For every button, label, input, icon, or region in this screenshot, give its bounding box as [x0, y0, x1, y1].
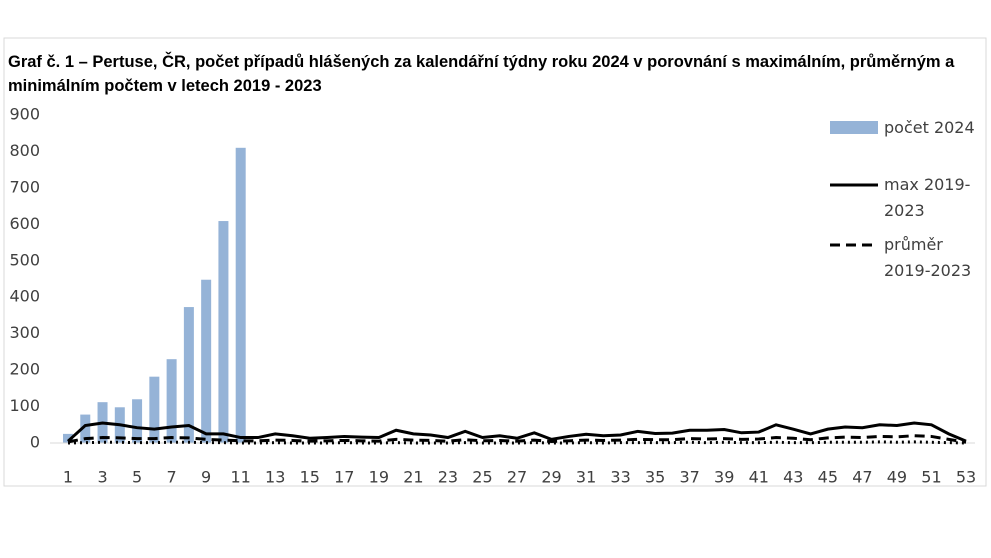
bar [132, 399, 143, 443]
bar [149, 376, 160, 443]
x-tick-label: 9 [201, 468, 211, 487]
x-tick-label: 15 [300, 468, 320, 487]
x-tick-label: 21 [403, 468, 423, 487]
x-tick-label: 39 [714, 468, 734, 487]
bar [235, 147, 246, 444]
y-tick-label: 200 [9, 360, 40, 379]
x-tick-label: 1 [63, 468, 73, 487]
x-tick-label: 51 [921, 468, 941, 487]
bar [183, 307, 194, 443]
x-tick-label: 53 [956, 468, 976, 487]
chart-border [3, 37, 987, 487]
x-tick-label: 13 [265, 468, 285, 487]
x-tick-label: 31 [576, 468, 596, 487]
x-tick-label: 49 [887, 468, 907, 487]
line [66, 421, 967, 443]
y-tick-label: 700 [9, 177, 40, 196]
x-tick-label: 23 [438, 468, 458, 487]
x-tick-label: 25 [472, 468, 492, 487]
y-tick-label: 100 [9, 396, 40, 415]
bar [63, 433, 73, 443]
legend-label: průměr 2019-2023 [884, 235, 972, 280]
x-tick-label: 29 [541, 468, 561, 487]
legend-label: max 2019-2023 [884, 175, 971, 220]
y-tick-label: 900 [9, 105, 40, 124]
x-tick-label: 11 [231, 468, 251, 487]
x-tick-label: 33 [610, 468, 630, 487]
x-tick-label: 47 [852, 468, 872, 487]
y-tick-label: 400 [9, 287, 40, 306]
bar [80, 414, 91, 443]
bar [218, 221, 229, 443]
x-tick-label: 3 [97, 468, 107, 487]
y-tick-label: 500 [9, 250, 40, 269]
x-tick-label: 17 [334, 468, 354, 487]
x-tick-label: 19 [369, 468, 389, 487]
legend-label: počet 2024 [884, 118, 975, 137]
y-tick-label: 800 [9, 141, 40, 160]
chart-title: Graf č. 1 – Pertuse, ČR, počet případů h… [8, 53, 955, 95]
x-tick-label: 7 [167, 468, 177, 487]
x-tick-label: 5 [132, 468, 142, 487]
y-tick-label: 600 [9, 214, 40, 233]
y-tick-label: 300 [9, 323, 40, 342]
bar [166, 359, 177, 443]
x-tick-label: 37 [680, 468, 700, 487]
y-tick-label: 0 [30, 433, 40, 452]
x-tick-label: 43 [783, 468, 803, 487]
line [67, 434, 967, 444]
x-tick-label: 27 [507, 468, 527, 487]
bar [201, 279, 212, 443]
legend-swatch [830, 121, 878, 134]
x-tick-label: 41 [749, 468, 769, 487]
x-tick-label: 35 [645, 468, 665, 487]
x-tick-label: 45 [818, 468, 838, 487]
